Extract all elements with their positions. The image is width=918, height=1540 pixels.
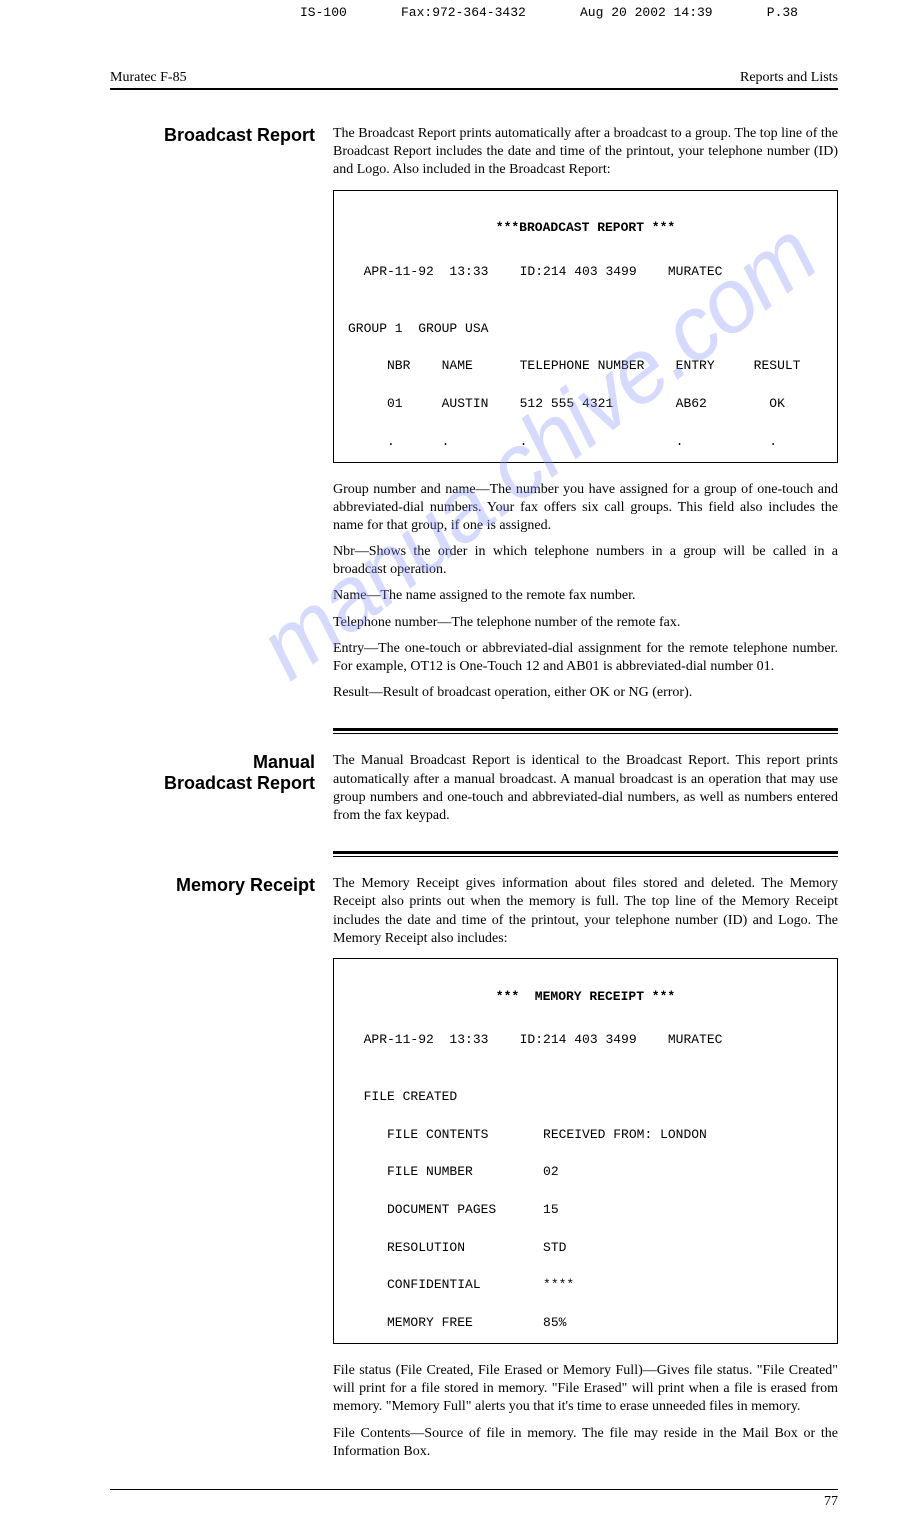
broadcast-p2: Nbr—Shows the order in which telephone n… [333,543,838,579]
heading-manual: Manual Broadcast Report [110,752,333,833]
broadcast-p3: Name—The name assigned to the remote fax… [333,587,838,605]
fax-number: Fax:972-364-3432 [401,5,526,20]
memory-intro: The Memory Receipt gives information abo… [333,875,838,948]
report-line: GROUP 1 GROUP USA [348,320,823,339]
report-line: . . . . . [348,433,823,452]
broadcast-intro: The Broadcast Report prints automaticall… [333,125,838,180]
page-content: IS-100 Fax:972-364-3432 Aug 20 2002 14:3… [0,0,918,1540]
memory-p2: File Contents—Source of file in memory. … [333,1425,838,1461]
body-memory: The Memory Receipt gives information abo… [333,875,838,1469]
fax-page: P.38 [767,5,798,20]
report-line: DOCUMENT PAGES 15 [348,1201,823,1220]
report-line: NBR NAME TELEPHONE NUMBER ENTRY RESULT [348,357,823,376]
broadcast-report-box: ***BROADCAST REPORT *** APR-11-92 13:33 … [333,190,838,463]
heading-broadcast: Broadcast Report [110,125,333,710]
memory-report-box: *** MEMORY RECEIPT *** APR-11-92 13:33 I… [333,958,838,1344]
report-line: FILE CREATED [348,1088,823,1107]
report-line: CONFIDENTIAL **** [348,1276,823,1295]
heading-manual-1: Manual [253,752,315,772]
section-memory: Memory Receipt The Memory Receipt gives … [110,875,838,1469]
broadcast-report-title: ***BROADCAST REPORT *** [348,219,823,238]
body-broadcast: The Broadcast Report prints automaticall… [333,125,838,710]
page-body: Muratec F-85 Reports and Lists manua.chi… [0,20,918,1540]
running-header: Muratec F-85 Reports and Lists [110,70,838,90]
body-manual: The Manual Broadcast Report is identical… [333,752,838,833]
broadcast-p5: Entry—The one-touch or abbreviated-dial … [333,640,838,676]
broadcast-p4: Telephone number—The telephone number of… [333,614,838,632]
fax-header: IS-100 Fax:972-364-3432 Aug 20 2002 14:3… [0,0,918,20]
section-broadcast: Broadcast Report The Broadcast Report pr… [110,125,838,710]
heading-manual-2: Broadcast Report [164,773,315,793]
report-line: RESOLUTION STD [348,1239,823,1258]
memory-p1: File status (File Created, File Erased o… [333,1362,838,1417]
heading-memory: Memory Receipt [110,875,333,1469]
section-divider [333,851,838,857]
manual-body: The Manual Broadcast Report is identical… [333,752,838,825]
section-manual: Manual Broadcast Report The Manual Broad… [110,752,838,833]
broadcast-p6: Result—Result of broadcast operation, ei… [333,684,838,702]
report-line: MEMORY FREE 85% [348,1314,823,1333]
header-left: Muratec F-85 [110,70,187,86]
report-line: 01 AUSTIN 512 555 4321 AB62 OK [348,395,823,414]
header-right: Reports and Lists [740,70,838,86]
report-line: APR-11-92 13:33 ID:214 403 3499 MURATEC [348,1031,823,1050]
report-line: APR-11-92 13:33 ID:214 403 3499 MURATEC [348,263,823,282]
memory-report-title: *** MEMORY RECEIPT *** [348,988,823,1007]
page-number: 77 [110,1490,838,1510]
report-line: FILE NUMBER 02 [348,1163,823,1182]
section-divider [333,728,838,734]
report-line: FILE CONTENTS RECEIVED FROM: LONDON [348,1126,823,1145]
fax-datetime: Aug 20 2002 14:39 [580,5,713,20]
fax-device: IS-100 [300,5,347,20]
broadcast-p1: Group number and name—The number you hav… [333,481,838,536]
